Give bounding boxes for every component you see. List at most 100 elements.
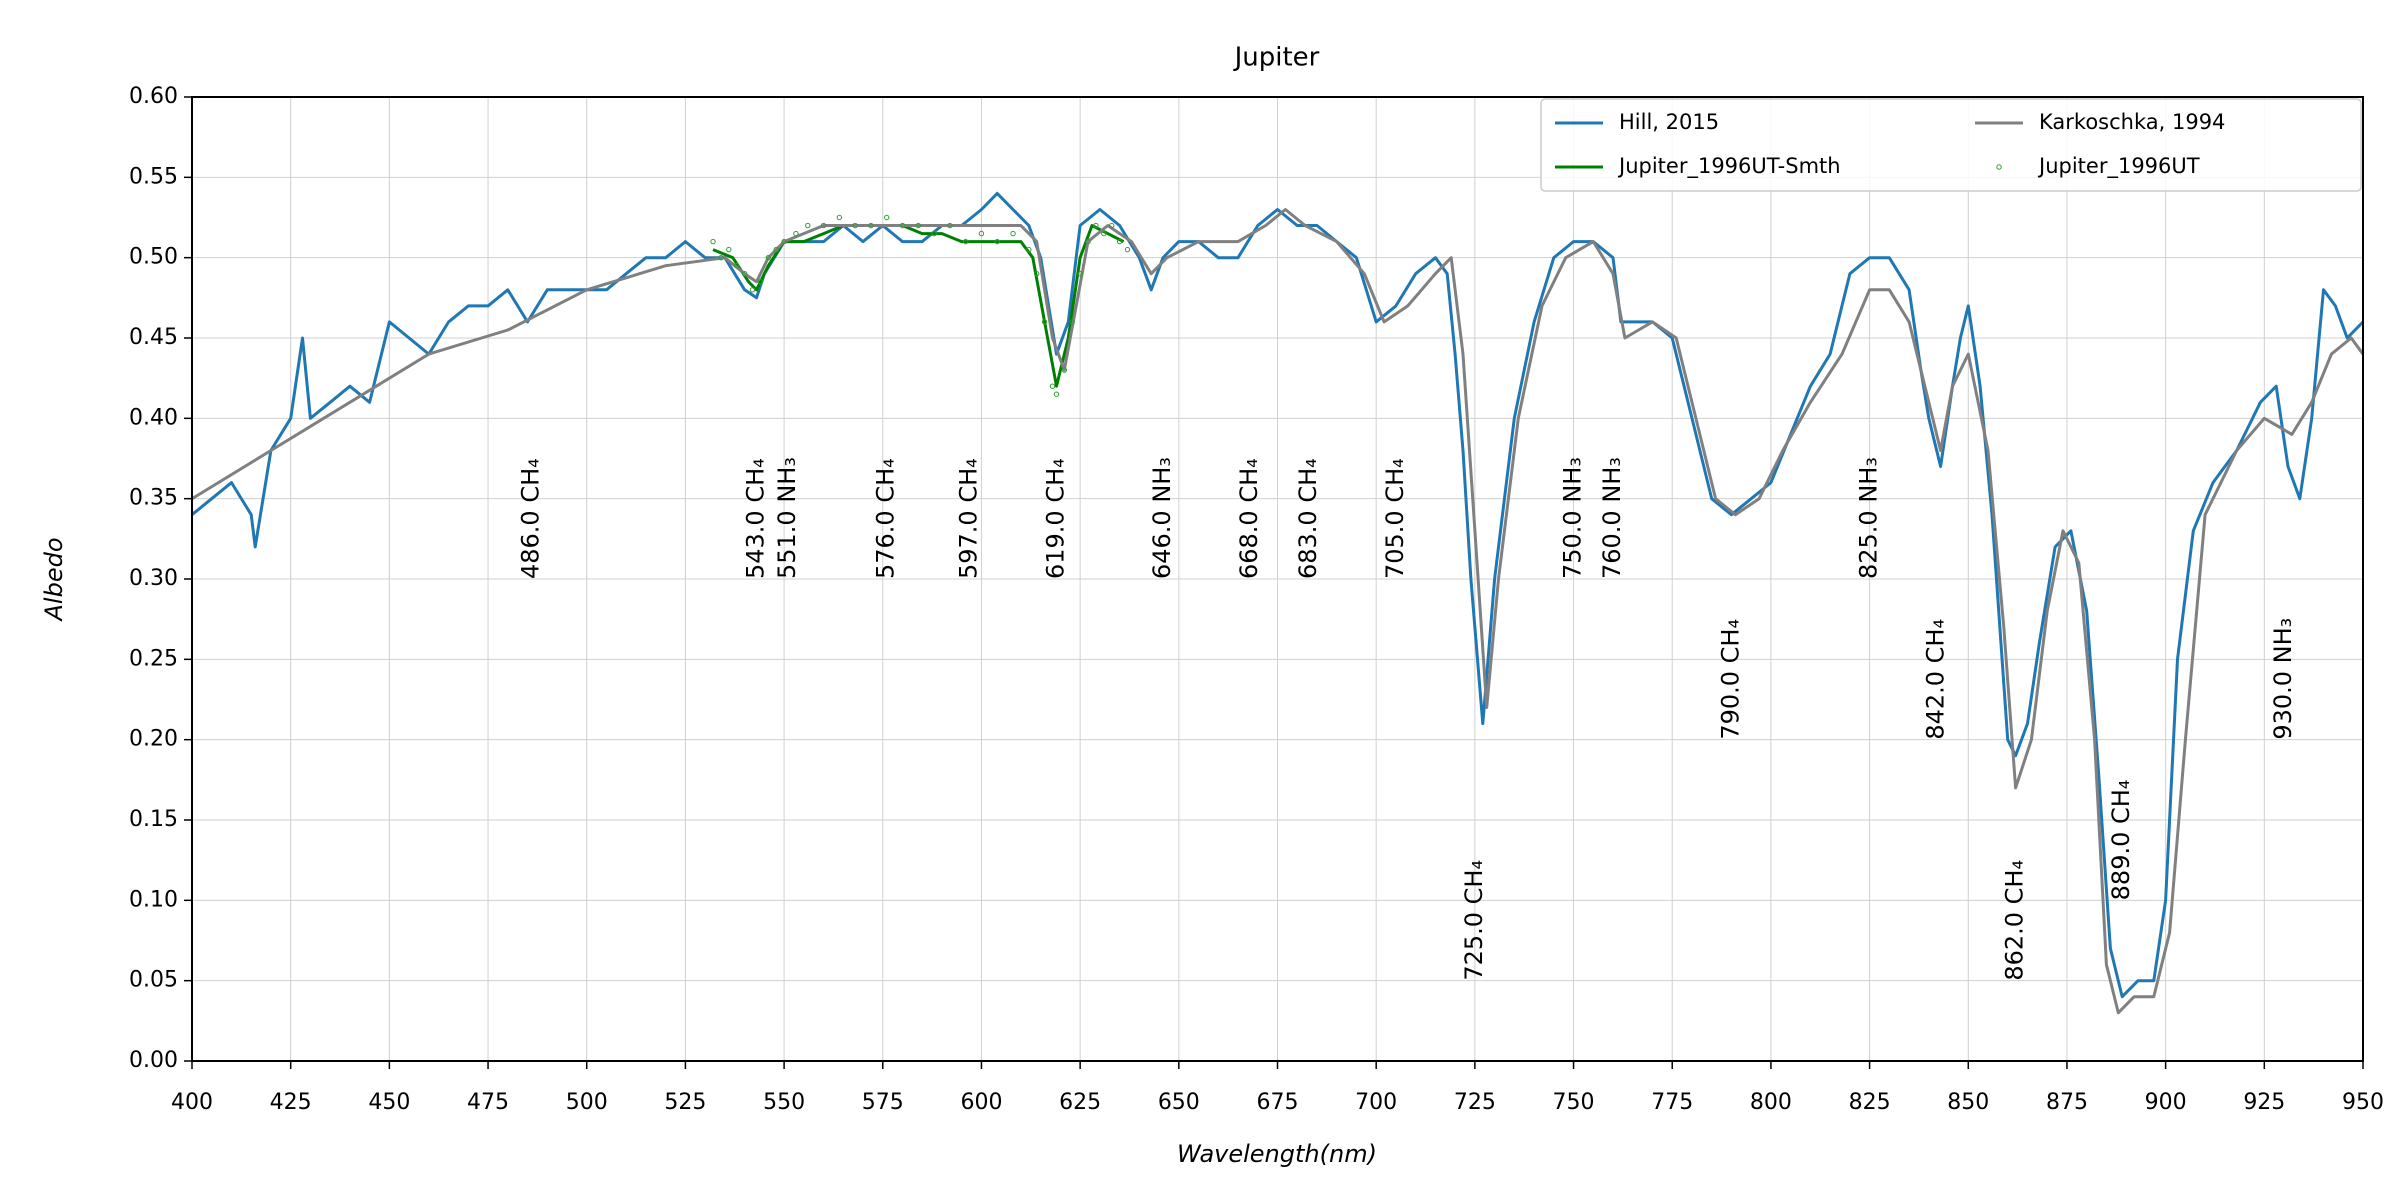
legend-box xyxy=(1540,98,2362,192)
legend-marker xyxy=(1996,164,2002,170)
scatter-point xyxy=(1077,271,1083,277)
y-tick-label: 0.20 xyxy=(129,727,178,752)
scatter-point xyxy=(1034,271,1040,277)
annotation: 930.0 NH₃ xyxy=(2269,618,2297,740)
annotation: 543.0 CH₄ xyxy=(741,458,769,579)
annotation: 862.0 CH₄ xyxy=(2001,860,2029,981)
x-tick-label: 400 xyxy=(171,1090,213,1115)
scatter-point xyxy=(962,238,969,245)
x-tick-label: 950 xyxy=(2342,1090,2384,1115)
scatter-point xyxy=(978,230,985,237)
scatter-point xyxy=(868,222,874,229)
x-tick-label: 875 xyxy=(2046,1090,2088,1115)
x-axis-label: Wavelength(nm) xyxy=(1177,1140,1377,1168)
scatter-point xyxy=(820,222,827,229)
x-tick-label: 825 xyxy=(1849,1090,1891,1115)
y-tick-label: 0.25 xyxy=(129,646,178,671)
x-tick-label: 700 xyxy=(1355,1090,1397,1115)
axes-frame xyxy=(191,96,2364,1062)
scatter-point xyxy=(1053,391,1060,397)
scatter-point xyxy=(836,214,843,221)
scatter-point xyxy=(710,238,716,245)
scatter-point xyxy=(915,222,921,229)
y-tick-label: 0.60 xyxy=(129,84,178,109)
scatter-point xyxy=(781,238,787,245)
x-tick-label: 550 xyxy=(763,1090,805,1115)
scatter-point xyxy=(726,246,732,253)
scatter-point xyxy=(1069,319,1075,325)
y-axis-label: Albedo xyxy=(40,537,68,622)
x-tick-label: 800 xyxy=(1750,1090,1792,1115)
scatter-point xyxy=(884,214,890,221)
y-tick-label: 0.10 xyxy=(129,887,178,912)
annotation: 486.0 CH₄ xyxy=(516,458,544,579)
annotation: 725.0 CH₄ xyxy=(1460,860,1488,981)
scatter-point xyxy=(718,254,724,261)
scatter-point xyxy=(805,222,811,229)
x-tick-label: 775 xyxy=(1651,1090,1693,1115)
x-tick-label: 575 xyxy=(862,1090,904,1115)
legend-label: Karkoschka, 1994 xyxy=(2039,110,2225,134)
annotation: 790.0 CH₄ xyxy=(1716,619,1744,740)
chart-title: Jupiter xyxy=(1233,43,1320,73)
scatter-point xyxy=(1049,383,1056,389)
y-tick-label: 0.00 xyxy=(129,1048,178,1073)
y-tick-label: 0.30 xyxy=(129,566,178,591)
x-tick-label: 450 xyxy=(368,1090,410,1115)
scatter-point xyxy=(899,222,906,229)
x-tick-label: 850 xyxy=(1947,1090,1989,1115)
scatter-point xyxy=(1124,246,1131,253)
y-tick-label: 0.40 xyxy=(129,405,178,430)
y-tick-label: 0.35 xyxy=(129,486,178,511)
x-tick-label: 425 xyxy=(270,1090,312,1115)
annotation: 576.0 CH₄ xyxy=(872,458,900,579)
annotation: 551.0 NH₃ xyxy=(773,457,801,579)
x-tick-label: 475 xyxy=(467,1090,509,1115)
scatter-point xyxy=(1061,367,1068,373)
x-tick-label: 675 xyxy=(1257,1090,1299,1115)
annotation: 842.0 CH₄ xyxy=(1922,619,1950,740)
y-tick-label: 0.45 xyxy=(129,325,178,350)
scatter-point xyxy=(947,222,953,229)
scatter-point xyxy=(765,254,772,261)
annotation: 825.0 NH₃ xyxy=(1855,457,1883,579)
scatter-point xyxy=(1109,222,1115,229)
scatter-point xyxy=(773,246,779,253)
x-tick-label: 725 xyxy=(1454,1090,1496,1115)
y-tick-label: 0.15 xyxy=(129,807,178,832)
scatter-point xyxy=(1093,222,1099,229)
scatter-point xyxy=(741,271,748,277)
scatter-point xyxy=(1026,246,1032,253)
x-tick-label: 525 xyxy=(664,1090,706,1115)
scatter-point xyxy=(749,287,756,293)
x-tick-label: 625 xyxy=(1059,1090,1101,1115)
scatter-point xyxy=(1085,238,1091,245)
scatter-point xyxy=(793,230,799,237)
x-tick-label: 750 xyxy=(1553,1090,1595,1115)
scatter-point xyxy=(1101,230,1107,237)
scatter-point xyxy=(1041,319,1048,325)
y-tick-label: 0.05 xyxy=(129,968,178,993)
series-line xyxy=(192,208,2363,1015)
legend-label: Jupiter_1996UT-Smth xyxy=(1617,154,1841,179)
legend-label: Jupiter_1996UT xyxy=(2037,154,2200,179)
scatter-point xyxy=(931,230,937,237)
scatter-point xyxy=(994,238,1000,245)
annotation: 646.0 NH₃ xyxy=(1148,457,1176,579)
y-tick-label: 0.55 xyxy=(129,164,178,189)
y-tick-label: 0.50 xyxy=(129,245,178,270)
x-tick-label: 650 xyxy=(1158,1090,1200,1115)
annotation: 889.0 CH₄ xyxy=(2107,780,2135,901)
scatter-point xyxy=(1010,230,1016,237)
annotation: 760.0 NH₃ xyxy=(1598,457,1626,579)
scatter-point xyxy=(757,279,764,285)
annotation: 683.0 CH₄ xyxy=(1294,458,1322,579)
annotation: 668.0 CH₄ xyxy=(1235,458,1263,579)
annotation: 750.0 NH₃ xyxy=(1559,457,1587,579)
annotation: 619.0 CH₄ xyxy=(1041,458,1069,579)
annotation: 705.0 CH₄ xyxy=(1381,458,1409,579)
scatter-point xyxy=(734,263,740,269)
x-tick-label: 600 xyxy=(960,1090,1002,1115)
annotation: 597.0 CH₄ xyxy=(955,458,983,579)
